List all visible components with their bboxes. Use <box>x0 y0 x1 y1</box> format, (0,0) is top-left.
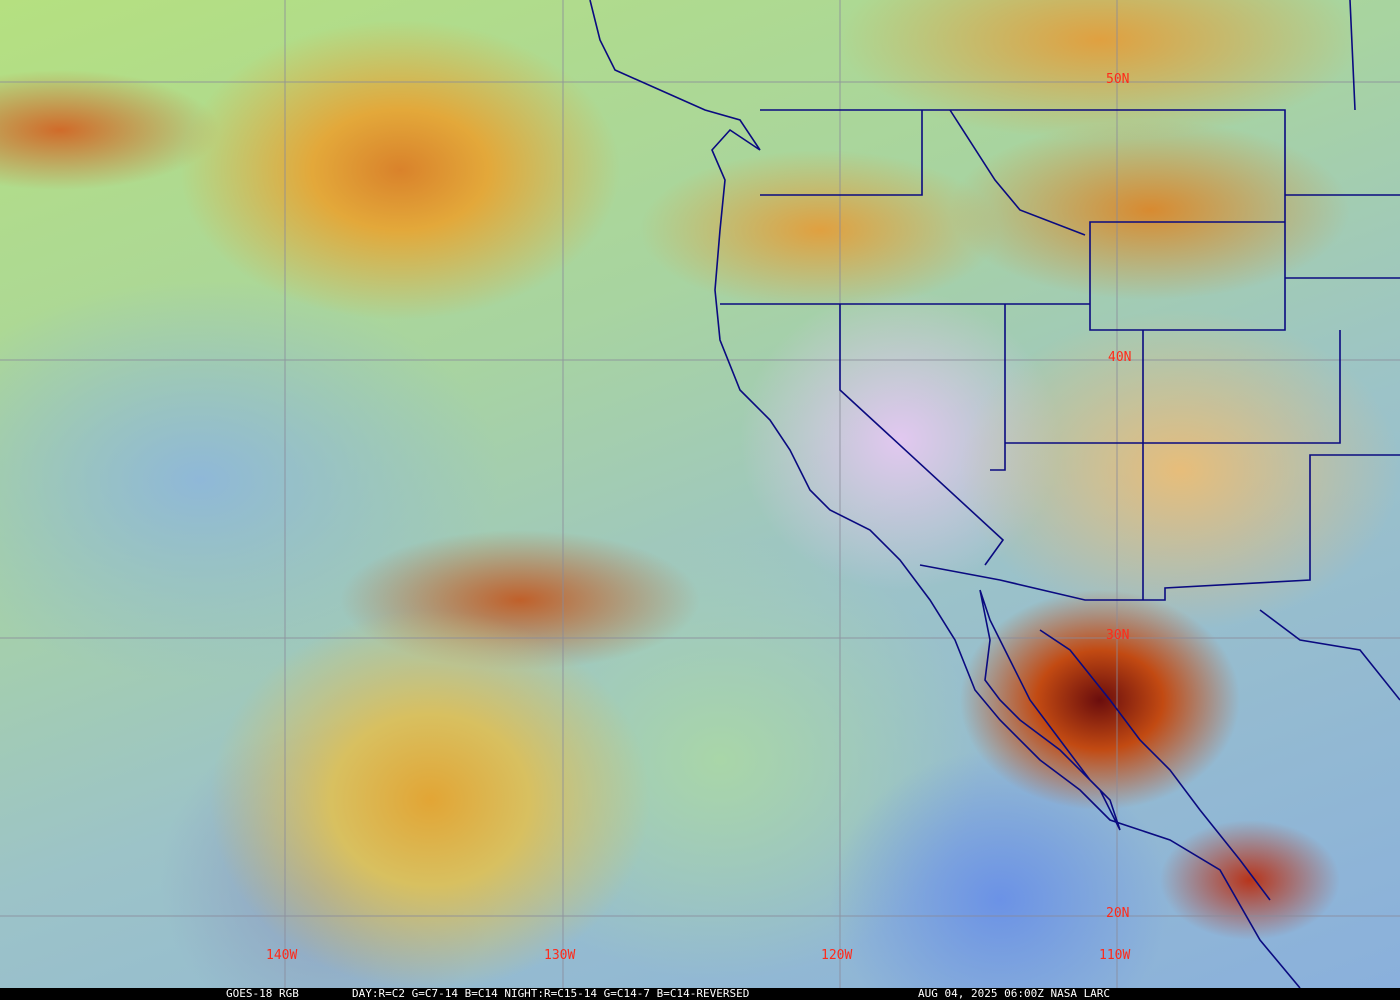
baja-coastline <box>979 589 1121 831</box>
lon-label-140w: 140W <box>266 948 298 963</box>
state-border <box>1285 194 1400 279</box>
lat-label-40n: 40N <box>1108 350 1132 365</box>
lat-label-20n: 20N <box>1106 906 1130 921</box>
coastline <box>589 0 1301 988</box>
state-border <box>839 304 1005 566</box>
rgb-recipe: DAY:R=C2 G=C7-14 B=C14 NIGHT:R=C15-14 G=… <box>352 987 750 1000</box>
lon-label-130w: 130W <box>544 948 576 963</box>
coastlines-and-borders <box>589 0 1400 988</box>
product-name: GOES-18 RGB <box>226 987 299 1000</box>
timestamp: AUG 04, 2025 06:00Z NASA LARC <box>918 987 1111 1000</box>
state-border <box>760 110 923 196</box>
mexico-coastline <box>1039 629 1271 901</box>
lat-label-50n: 50N <box>1106 72 1130 87</box>
state-border <box>919 454 1400 601</box>
caption-bar: GOES-18 RGB DAY:R=C2 G=C7-14 B=C14 NIGHT… <box>0 988 1400 1000</box>
mexico-border <box>1259 609 1400 701</box>
state-border <box>1005 330 1341 444</box>
lat-label-30n: 30N <box>1106 628 1130 643</box>
state-border <box>760 109 1286 331</box>
lon-label-110w: 110W <box>1099 948 1131 963</box>
lon-label-120w: 120W <box>821 948 853 963</box>
country-border <box>949 0 1356 236</box>
state-border <box>990 304 1006 471</box>
